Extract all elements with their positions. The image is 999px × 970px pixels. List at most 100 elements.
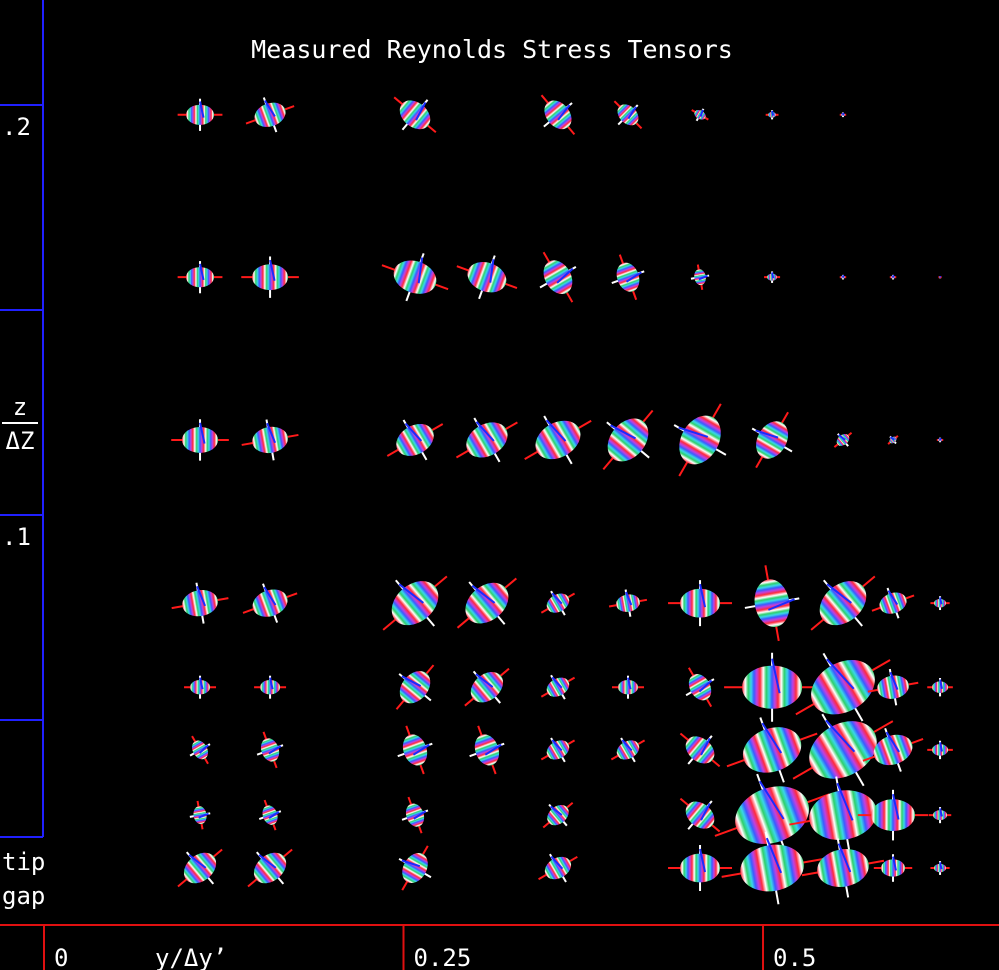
- glyph: [192, 740, 209, 760]
- glyph-axis-blue: [698, 679, 713, 693]
- tensor-glyph: [744, 565, 800, 642]
- glyph: [877, 675, 909, 699]
- glyph: [873, 734, 913, 766]
- tensor-glyph: [171, 582, 229, 624]
- tensor-glyph: [177, 848, 223, 888]
- glyph: [470, 671, 504, 703]
- tensor-glyph: [610, 737, 646, 763]
- tensor-glyph: [801, 838, 885, 898]
- y-label-denominator: ΔZ: [6, 427, 35, 455]
- tensor-glyph: [456, 255, 518, 300]
- tensor-glyph: [751, 411, 793, 469]
- tensor-glyph: [540, 737, 576, 763]
- glyph: [182, 589, 218, 617]
- glyph: [933, 810, 948, 821]
- glyph-axis-blue: [199, 263, 205, 281]
- glyph-axis-blue: [761, 722, 783, 754]
- glyph-axis-blue: [627, 106, 637, 120]
- tensor-glyph: [245, 97, 295, 133]
- tensor-glyph: [714, 773, 830, 857]
- glyph: [811, 660, 875, 715]
- chart-title: Measured Reynolds Stress Tensors: [251, 35, 733, 64]
- tensor-glyph: [381, 253, 449, 302]
- tensor-glyph: [602, 409, 654, 471]
- tensor-glyph: [177, 261, 223, 294]
- glyph: [817, 849, 869, 887]
- glyph-axis-blue: [837, 843, 852, 873]
- tensor-glyph: [242, 583, 298, 623]
- glyph: [182, 426, 219, 453]
- tensor-glyph: [810, 575, 876, 631]
- glyph-axis-blue: [700, 737, 711, 756]
- glyph-axis-blue: [401, 859, 421, 868]
- tensor-glyph: [690, 264, 710, 290]
- glyph-axis-blue: [198, 744, 209, 754]
- glyph: [405, 803, 425, 827]
- annotation: tip: [2, 848, 45, 876]
- glyph: [934, 598, 947, 608]
- glyph-layer: [171, 94, 953, 905]
- glyph-axis-blue: [885, 731, 900, 753]
- glyph: [742, 665, 803, 709]
- tensor-glyph: [401, 796, 429, 834]
- tensor-glyph: [189, 800, 211, 830]
- tensor-glyph: [171, 419, 229, 461]
- tensor-glyph: [241, 419, 299, 461]
- tensor-glyph: [189, 735, 211, 765]
- glyph-axis-blue: [413, 810, 427, 820]
- tensor-glyph: [938, 276, 942, 279]
- glyph-axis-blue: [188, 854, 207, 869]
- glyph: [186, 104, 215, 125]
- tensor-glyph: [542, 802, 574, 829]
- glyph-axis-blue: [269, 677, 274, 690]
- glyph: [252, 589, 288, 617]
- glyph-axis-blue: [621, 739, 633, 752]
- tensor-glyph: [679, 732, 721, 768]
- tensor-glyph: [464, 667, 510, 707]
- glyph-axis-blue: [475, 421, 495, 442]
- glyph: [607, 418, 649, 462]
- glyph-axis-blue: [889, 436, 895, 441]
- tensor-glyph: [721, 831, 823, 905]
- glyph: [546, 677, 570, 697]
- glyph-axis-blue: [417, 257, 424, 284]
- x-tick-label: 0.5: [773, 944, 816, 970]
- glyph-axis-blue: [755, 429, 779, 439]
- glyph-axis-blue: [699, 583, 707, 608]
- x-tick-label: 0.25: [414, 944, 472, 970]
- glyph: [190, 679, 211, 695]
- tensor-glyph: [839, 112, 847, 118]
- glyph-axis-blue: [700, 803, 711, 821]
- tensor-glyph: [538, 853, 578, 883]
- glyph: [543, 260, 573, 295]
- y-tick-label: .1: [2, 523, 31, 551]
- glyph-axis-blue: [678, 426, 709, 438]
- tensor-glyph: [395, 664, 435, 710]
- glyph: [617, 679, 638, 695]
- tensor-glyph: [930, 861, 950, 875]
- tensor-glyph: [539, 251, 577, 303]
- tensor-glyph: [469, 725, 505, 775]
- glyph-axis-blue: [768, 598, 795, 611]
- x-tick-label: 0: [54, 944, 68, 970]
- glyph-axis-blue: [889, 671, 899, 691]
- tensor-glyph: [455, 417, 518, 463]
- glyph-axis-blue: [398, 583, 424, 604]
- glyph-axis-blue: [826, 583, 852, 604]
- glyph-axis-blue: [258, 854, 277, 869]
- glyph: [396, 423, 434, 456]
- glyph-axis-blue: [699, 848, 707, 873]
- glyph-axis-blue: [264, 99, 276, 117]
- glyph-axis-blue: [489, 259, 495, 283]
- glyph-axis-blue: [841, 275, 845, 278]
- glyph: [186, 267, 215, 288]
- glyph: [391, 581, 439, 626]
- tensor-glyph: [927, 677, 953, 697]
- glyph: [685, 801, 715, 829]
- tensor-glyph: [258, 799, 282, 831]
- glyph-axis-blue: [556, 267, 574, 284]
- y-label-numerator: z: [13, 393, 27, 421]
- glyph: [685, 736, 715, 764]
- glyph: [253, 852, 287, 884]
- glyph: [934, 863, 947, 873]
